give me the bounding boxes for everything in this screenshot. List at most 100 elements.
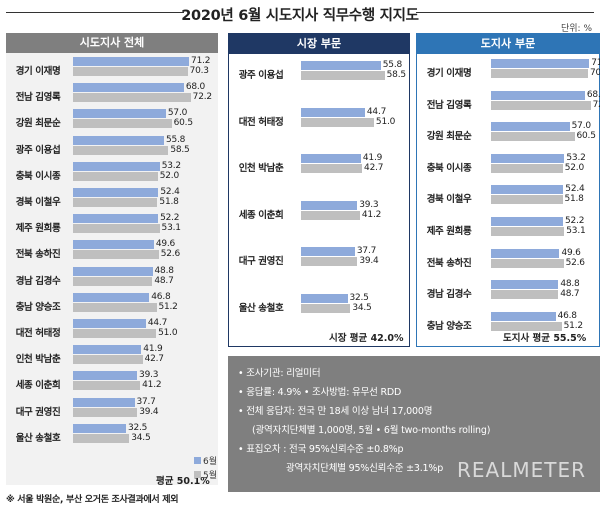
bar-jun: [491, 248, 560, 258]
row-label: 경북 이철우: [426, 194, 472, 206]
bar-jun: [491, 153, 565, 163]
bar-may: [491, 321, 562, 331]
value-label-jun: 52.4: [160, 187, 180, 197]
footnote: ※ 서울 박원순, 부산 오거돈 조사결과에서 제외: [6, 495, 179, 505]
value-label-may: 42.7: [144, 354, 164, 365]
bar-may: [301, 210, 360, 220]
bar-may: [73, 224, 160, 234]
row-label: 전남 김영록: [15, 92, 61, 104]
bar-jun: [301, 107, 365, 117]
value-label-may: 58.5: [170, 144, 190, 155]
row-label: 강원 최문순: [15, 118, 61, 130]
row-label: 경북 이철우: [15, 197, 61, 208]
row-label: 경남 김경수: [15, 275, 61, 287]
value-label-jun: 37.7: [356, 246, 377, 256]
row-label: 인천 박남춘: [15, 354, 61, 366]
value-label-jun: 71.2: [591, 58, 600, 68]
value-label-jun: 48.8: [154, 265, 174, 276]
bar-jun: [73, 161, 160, 171]
row-label: 울산 송철호: [238, 302, 284, 314]
value-label-may: 60.5: [173, 118, 193, 129]
title-rule-left: [6, 12, 184, 13]
bar-may: [73, 250, 159, 260]
value-label-may: 51.0: [375, 116, 396, 127]
bar-may: [491, 227, 565, 236]
note-response: • 응답률: 4.9% • 조사방법: 유무선 RDD: [238, 387, 402, 398]
bar-may: [73, 93, 191, 103]
row-label: 대전 허태정: [238, 116, 284, 128]
bar-jun: [73, 397, 135, 407]
bar-may: [73, 302, 157, 312]
value-label-may: 52.6: [565, 257, 585, 268]
value-label-jun: 49.6: [561, 247, 581, 258]
bar-may: [491, 69, 588, 78]
legend-label-may: 5월: [203, 471, 218, 481]
survey-notes-box: • 조사기관: 리얼미터 • 응답률: 4.9% • 조사방법: 유무선 RDD…: [228, 356, 600, 492]
value-label-jun: 48.8: [560, 279, 580, 290]
row-label: 세종 이춘희: [238, 209, 284, 221]
row-label: 광주 이용섭: [15, 144, 61, 156]
bar-may: [301, 71, 385, 80]
value-label-jun: 39.3: [359, 199, 379, 210]
row-label: 제주 원희룡: [15, 223, 61, 235]
value-label-jun: 32.5: [127, 422, 148, 433]
value-label-jun: 32.5: [349, 292, 369, 303]
bar-may: [491, 195, 563, 205]
value-label-may: 51.8: [564, 194, 584, 205]
bar-jun: [491, 122, 570, 132]
value-label-may: 52.0: [564, 162, 584, 173]
bar-may: [301, 303, 351, 313]
value-label-may: 52.6: [160, 249, 180, 260]
bar-may: [491, 100, 591, 110]
bar-jun: [73, 83, 184, 93]
bar-jun: [301, 200, 358, 210]
bar-jun: [73, 240, 154, 250]
value-label-jun: 46.8: [151, 291, 171, 302]
row-label: 전북 송하진: [426, 257, 472, 269]
bar-jun: [73, 319, 146, 328]
chart-title: 2020년 6월 시도지사 직무수행 지지도: [181, 8, 419, 24]
bar-may: [491, 290, 559, 300]
chart-body-mayors: 광주 이용섭 55.8 58.5 대전 허태정 44.7 51.0 인천 박남춘 41.9 42…: [229, 54, 409, 346]
row-label: 강원 최문순: [426, 131, 472, 143]
note-sample: • 전체 응답자: 전국 만 18세 이상 남녀 17,000명: [238, 406, 433, 417]
bar-jun: [301, 154, 361, 163]
bar-jun: [491, 311, 556, 321]
bar-may: [73, 329, 157, 338]
bar-may: [73, 145, 169, 155]
bar-may: [73, 276, 153, 286]
legend-swatch-may: [194, 471, 201, 478]
bar-jun: [491, 185, 564, 195]
row-label: 울산 송철호: [15, 432, 61, 444]
panel-all-governors: 시도지사 전체 경기 이재명 71.2 70.3 전남 김영록 68.0 72.2 강원 최…: [6, 33, 218, 487]
value-label-jun: 55.8: [382, 60, 403, 70]
value-label-jun: 71.2: [191, 56, 211, 66]
value-label-jun: 44.7: [366, 106, 387, 117]
bar-jun: [73, 214, 159, 224]
legend-label-jun: 6월: [203, 457, 218, 467]
bar-jun: [73, 345, 142, 355]
row-label: 경남 김경수: [426, 289, 472, 301]
bar-jun: [73, 292, 150, 302]
value-label-may: 51.2: [158, 301, 178, 312]
row-label: 전북 송하진: [15, 249, 61, 261]
value-label-may: 48.7: [154, 275, 174, 286]
value-label-jun: 39.3: [139, 370, 159, 381]
chart-body-provincial: 경기 이재명 71.270.3 전남 김영록 68.072.2 강원 최문순 57.060…: [417, 54, 600, 346]
bar-jun: [491, 59, 590, 68]
average-label: 시장 평균 42.0%: [329, 333, 404, 344]
value-label-may: 70.3: [590, 68, 600, 78]
bar-may: [301, 164, 363, 173]
value-label-jun: 52.4: [565, 184, 585, 195]
bar-may: [491, 258, 564, 268]
value-label-may: 41.2: [142, 380, 162, 391]
bar-jun: [73, 188, 159, 197]
bar-jun: [73, 57, 190, 66]
bar-may: [73, 171, 158, 181]
bar-jun: [301, 61, 381, 70]
value-label-jun: 49.6: [155, 239, 176, 250]
row-label: 전남 김영록: [426, 99, 472, 111]
bar-may: [73, 355, 143, 365]
bar-jun: [491, 280, 559, 290]
bar-jun: [73, 266, 153, 276]
